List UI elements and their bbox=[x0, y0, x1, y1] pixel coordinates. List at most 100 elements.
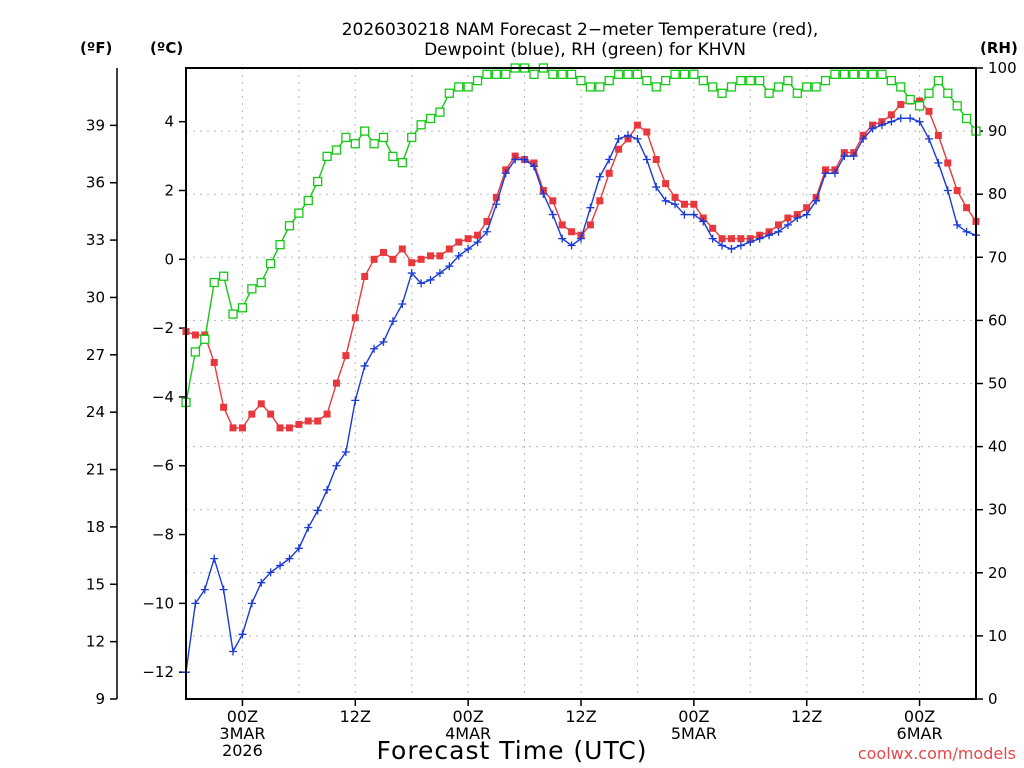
dewpoint-point bbox=[229, 647, 238, 656]
rh-tick-label: 50 bbox=[988, 375, 1007, 393]
chart-title-line-2: Dewpoint (blue), RH (green) for KHVN bbox=[424, 40, 746, 60]
rh-point bbox=[660, 75, 671, 86]
2-meter-temperature-point bbox=[953, 186, 961, 194]
dewpoint-point bbox=[351, 396, 360, 405]
rh-point bbox=[698, 75, 708, 86]
dewpoint-point bbox=[511, 155, 520, 164]
2-meter-temperature-point bbox=[709, 224, 717, 232]
rh-point bbox=[209, 277, 219, 288]
dewpoint-point bbox=[520, 155, 529, 164]
rh-point bbox=[284, 221, 295, 231]
2-meter-temperature-point bbox=[455, 238, 463, 246]
dewpoint-point bbox=[943, 186, 952, 195]
dewpoint-point bbox=[558, 234, 567, 243]
2-meter-temperature-point bbox=[596, 197, 604, 205]
rh-point bbox=[961, 113, 972, 124]
2-meter-temperature-point bbox=[916, 97, 924, 105]
fahrenheit-tick-label: 12 bbox=[86, 633, 105, 651]
rh-tick-label: 100 bbox=[988, 59, 1017, 77]
dewpoint-point bbox=[605, 155, 614, 164]
rh-point bbox=[256, 277, 266, 288]
rh-point bbox=[708, 82, 718, 92]
rh-point bbox=[331, 145, 342, 155]
rh-tick-label: 0 bbox=[988, 690, 998, 708]
fahrenheit-tick-label: 18 bbox=[86, 518, 105, 536]
rh-point bbox=[200, 334, 210, 344]
rh-point bbox=[802, 82, 812, 92]
2-meter-temperature-point bbox=[445, 245, 453, 253]
dewpoint-point bbox=[906, 114, 915, 123]
dewpoint-series bbox=[182, 114, 980, 677]
credit-link[interactable]: coolwx.com/models bbox=[858, 744, 1016, 763]
2-meter-temperature-point bbox=[464, 235, 472, 243]
rh-point bbox=[228, 309, 238, 319]
dewpoint-point bbox=[388, 317, 397, 326]
rh-axis-label: (RH) bbox=[980, 39, 1018, 57]
rh-point bbox=[529, 69, 539, 79]
celsius-tick-label: 2 bbox=[164, 181, 174, 199]
rh-tick-label: 90 bbox=[988, 122, 1007, 140]
rh-point bbox=[378, 132, 389, 143]
rh-point bbox=[435, 107, 445, 117]
rh-point bbox=[407, 132, 417, 143]
rh-point bbox=[425, 113, 436, 124]
2-meter-temperature-point bbox=[549, 197, 557, 205]
dewpoint-point bbox=[464, 244, 473, 253]
gridlines bbox=[186, 68, 976, 699]
dewpoint-point bbox=[529, 162, 538, 171]
dewpoint-point bbox=[934, 158, 943, 167]
dewpoint-point bbox=[868, 124, 877, 133]
rh-point bbox=[905, 94, 915, 105]
fahrenheit-tick-label: 27 bbox=[86, 346, 105, 364]
dewpoint-point bbox=[586, 203, 595, 212]
2-meter-temperature-point bbox=[351, 314, 359, 322]
x-tick-label: 00Z bbox=[904, 707, 935, 726]
celsius-tick-label: −2 bbox=[152, 319, 174, 337]
dewpoint-point bbox=[633, 134, 642, 143]
x-tick-label: 2026 bbox=[222, 741, 263, 760]
dewpoint-point bbox=[276, 561, 285, 570]
dewpoint-point bbox=[765, 231, 774, 240]
rh-point bbox=[613, 69, 624, 79]
2-meter-temperature-point bbox=[897, 100, 905, 108]
rh-point bbox=[867, 69, 878, 79]
rh-point bbox=[651, 82, 661, 92]
dewpoint-point bbox=[859, 134, 868, 143]
dewpoint-point bbox=[840, 152, 849, 161]
celsius-tick-label: 0 bbox=[164, 250, 174, 268]
dewpoint-point bbox=[887, 117, 896, 126]
axes: 912151821242730333639−12−10−8−6−4−202401… bbox=[86, 59, 1017, 760]
2-meter-temperature-point bbox=[389, 255, 397, 263]
dewpoint-point bbox=[191, 599, 200, 608]
rh-point bbox=[943, 88, 953, 98]
fahrenheit-tick-label: 9 bbox=[95, 690, 105, 708]
2-meter-temperature-point bbox=[191, 331, 199, 339]
rh-point bbox=[397, 157, 407, 168]
dewpoint-point bbox=[699, 217, 708, 226]
rh-point bbox=[792, 88, 802, 98]
rh-point bbox=[265, 258, 276, 269]
celsius-tick-label: −12 bbox=[142, 663, 174, 681]
rh-point bbox=[190, 347, 201, 357]
x-axis-label: Forecast Time (UTC) bbox=[377, 736, 648, 765]
2-meter-temperature-point bbox=[925, 107, 933, 115]
dewpoint-point bbox=[624, 131, 633, 140]
dewpoint-point bbox=[812, 196, 821, 205]
dewpoint-point bbox=[266, 568, 275, 577]
x-tick-label: 12Z bbox=[340, 707, 371, 726]
rh-point bbox=[820, 75, 831, 86]
dewpoint-point bbox=[294, 544, 303, 553]
dewpoint-point bbox=[200, 585, 209, 594]
dewpoint-point bbox=[285, 554, 294, 563]
2-meter-temperature-point bbox=[887, 111, 895, 119]
dewpoint-point bbox=[417, 279, 426, 288]
rh-point bbox=[755, 75, 765, 86]
rh-point bbox=[642, 75, 652, 86]
rh-point bbox=[294, 208, 304, 218]
fahrenheit-tick-label: 33 bbox=[86, 231, 105, 249]
rh-point bbox=[726, 82, 737, 92]
dewpoint-point bbox=[539, 189, 548, 198]
dewpoint-point bbox=[247, 599, 256, 608]
celsius-tick-label: −10 bbox=[142, 594, 174, 612]
